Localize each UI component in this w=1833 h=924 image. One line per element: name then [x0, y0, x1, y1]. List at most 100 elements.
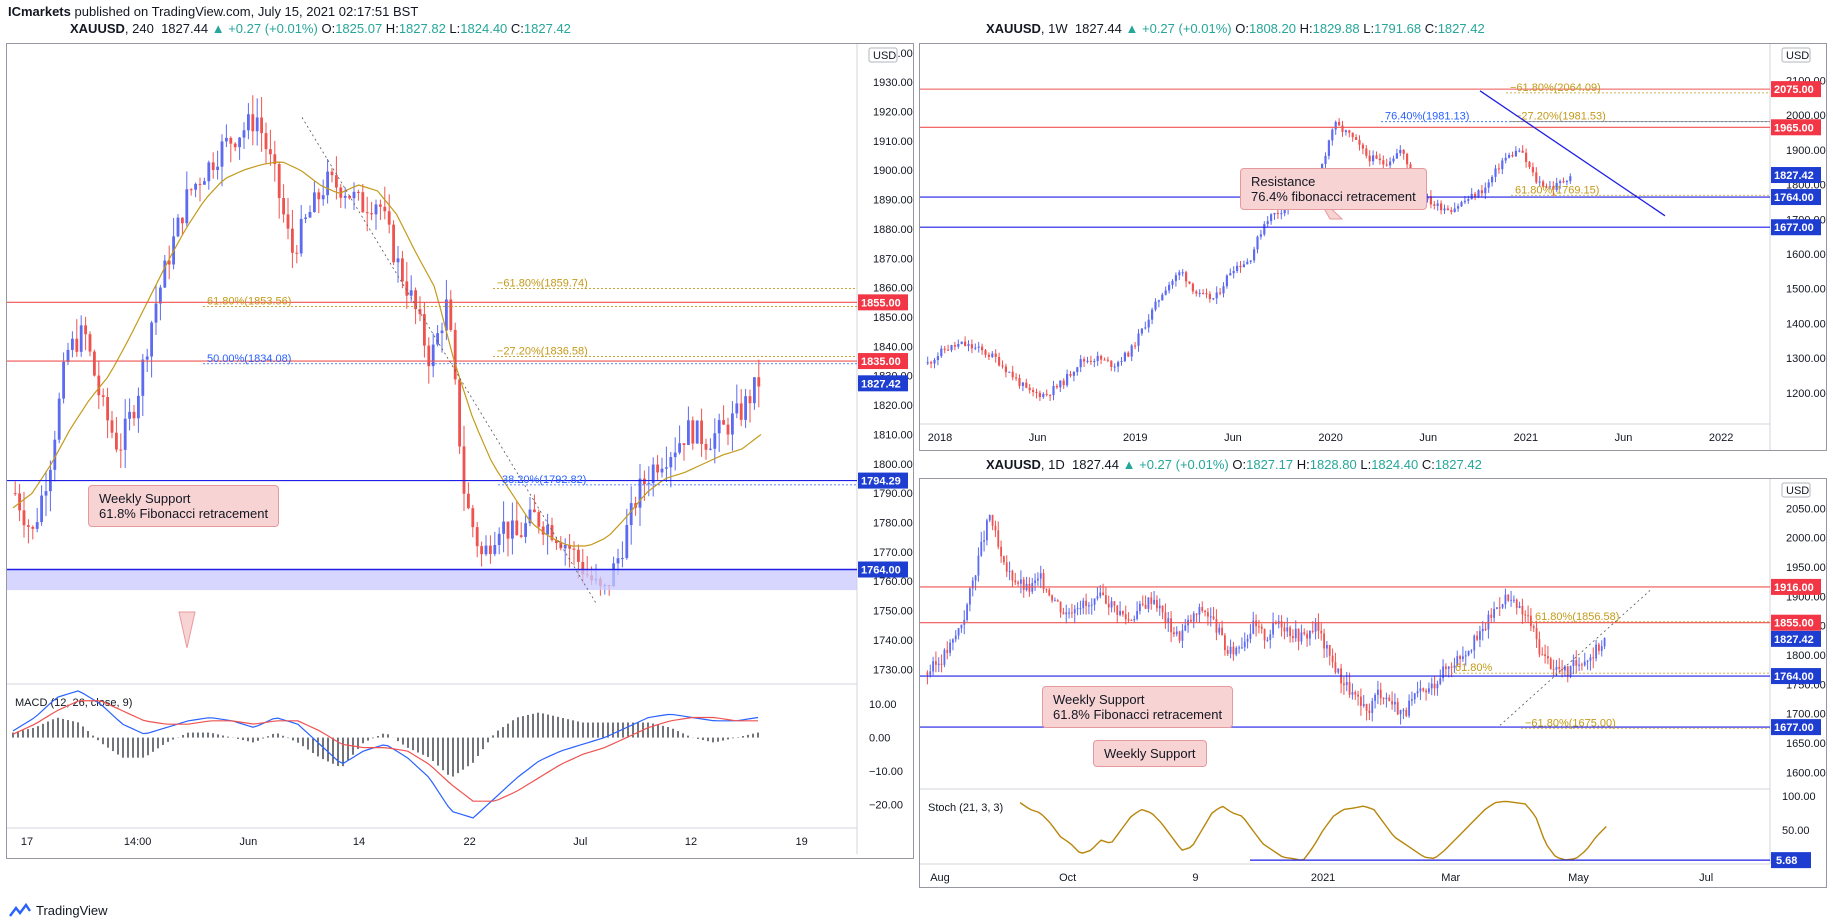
candle-body [1270, 214, 1273, 222]
level-tag-label: 1835.00 [861, 356, 901, 368]
candle-body [1405, 709, 1408, 716]
candle-body [735, 403, 739, 414]
candle-body [1192, 613, 1195, 622]
price-tick-label: 1750.00 [873, 606, 913, 618]
candle-body [1096, 355, 1099, 362]
candle-body [1225, 275, 1228, 287]
candle-body [994, 525, 997, 531]
candle-body [1331, 655, 1334, 663]
candle-body [528, 509, 532, 524]
candle-body [317, 192, 321, 200]
candle-body [947, 349, 950, 351]
publisher-name[interactable]: ICmarkets [8, 4, 71, 19]
candle-body [1011, 371, 1014, 378]
candle-body [1494, 168, 1497, 177]
candle-body [971, 580, 974, 589]
d1-chart[interactable]: 2050.002000.001950.001900.001850.001800.… [920, 479, 1826, 887]
level-tag-label: 1827.42 [1774, 634, 1814, 646]
candle-body [691, 420, 695, 444]
candle-body [295, 252, 299, 254]
h4-weekly-support-note: Weekly Support 61.8% Fibonacci retraceme… [88, 485, 280, 527]
d1-weekly-support-fib-note: Weekly Support 61.8% Fibonacci retraceme… [1042, 686, 1234, 728]
candle-body [1515, 599, 1518, 608]
price-tick-label: 1760.00 [873, 576, 913, 588]
candle-body [1085, 600, 1087, 606]
candle-body [1286, 627, 1289, 632]
candle-body [1422, 688, 1425, 691]
candle-body [929, 671, 932, 675]
h4-panel[interactable]: 1940.001930.001920.001910.001900.001890.… [6, 43, 914, 859]
candle-body [1246, 638, 1249, 642]
candle-body [1603, 637, 1606, 647]
candle-body [1561, 668, 1563, 671]
candle-body [1324, 155, 1327, 165]
price-tick-label: 1790.00 [873, 488, 913, 500]
candle-body [480, 546, 484, 555]
candle-body [1048, 589, 1051, 596]
candle-body [1311, 630, 1314, 632]
candle-body [1110, 601, 1113, 608]
w1-chart[interactable]: 2100.002000.001900.001800.001700.001600.… [920, 44, 1826, 450]
candle-body [1276, 212, 1279, 214]
candle-body [1076, 367, 1079, 373]
candle-body [1317, 622, 1320, 631]
candle-body [229, 137, 233, 144]
h4-low: 1824.40 [460, 21, 508, 36]
candle-body [1003, 556, 1005, 563]
d1-open: 1827.17 [1246, 457, 1294, 472]
candle-body [1493, 608, 1495, 618]
candle-body [22, 510, 26, 526]
candle-body [453, 329, 457, 380]
candle-body [1167, 618, 1170, 624]
candle-body [1430, 683, 1433, 689]
candle-body [268, 149, 272, 155]
candle-body [246, 114, 250, 131]
price-tick-label: 1840.00 [873, 341, 913, 353]
h4-open: 1825.07 [335, 21, 383, 36]
candle-body [1375, 155, 1378, 159]
candle-body [969, 588, 971, 605]
candle-body [299, 218, 303, 254]
candle-body [1379, 689, 1382, 699]
candle-body [167, 260, 171, 265]
level-tag-label: 1677.00 [1774, 722, 1814, 734]
candle-body [1341, 125, 1344, 132]
candle-body [1450, 210, 1453, 212]
candle-body [1306, 633, 1308, 639]
candle-body [1015, 377, 1018, 379]
candle-body [1032, 390, 1035, 393]
candle-body [1283, 208, 1286, 214]
candle-body [497, 533, 501, 546]
candle-body [722, 420, 726, 425]
macd-tick-label: −10.00 [869, 766, 903, 778]
currency-label: USD [873, 50, 896, 62]
candle-body [1173, 632, 1175, 635]
candle-body [1103, 359, 1106, 361]
candle-body [1241, 647, 1243, 649]
candle-body [1382, 698, 1385, 700]
candle-body [1168, 284, 1171, 291]
candle-body [726, 424, 730, 435]
candle-body [1442, 666, 1444, 679]
candle-body [1395, 153, 1398, 159]
candle-body [123, 418, 127, 450]
time-tick-label: 2019 [1123, 432, 1147, 444]
fib-level-label: 38.20%(1792.82) [502, 474, 586, 486]
candle-body [1428, 688, 1430, 693]
d1-panel[interactable]: 2050.002000.001950.001900.001850.001800.… [919, 478, 1827, 888]
h4-chart[interactable]: 1940.001930.001920.001910.001900.001890.… [7, 44, 913, 858]
tradingview-brand[interactable]: TradingView [8, 902, 108, 918]
candle-body [1082, 600, 1085, 609]
candle-body [1204, 610, 1206, 613]
candle-body [704, 443, 708, 450]
stoch-tick-label: 100.00 [1782, 791, 1816, 803]
price-tick-label: 1950.00 [1786, 562, 1826, 574]
candle-body [400, 258, 404, 282]
candle-body [986, 520, 988, 541]
candle-body [1565, 181, 1568, 183]
candle-body [1510, 599, 1512, 601]
candle-body [1212, 298, 1215, 300]
w1-panel[interactable]: 2100.002000.001900.001800.001700.001600.… [919, 43, 1827, 451]
w1-open: 1808.20 [1248, 21, 1296, 36]
candle-body [1547, 656, 1549, 659]
